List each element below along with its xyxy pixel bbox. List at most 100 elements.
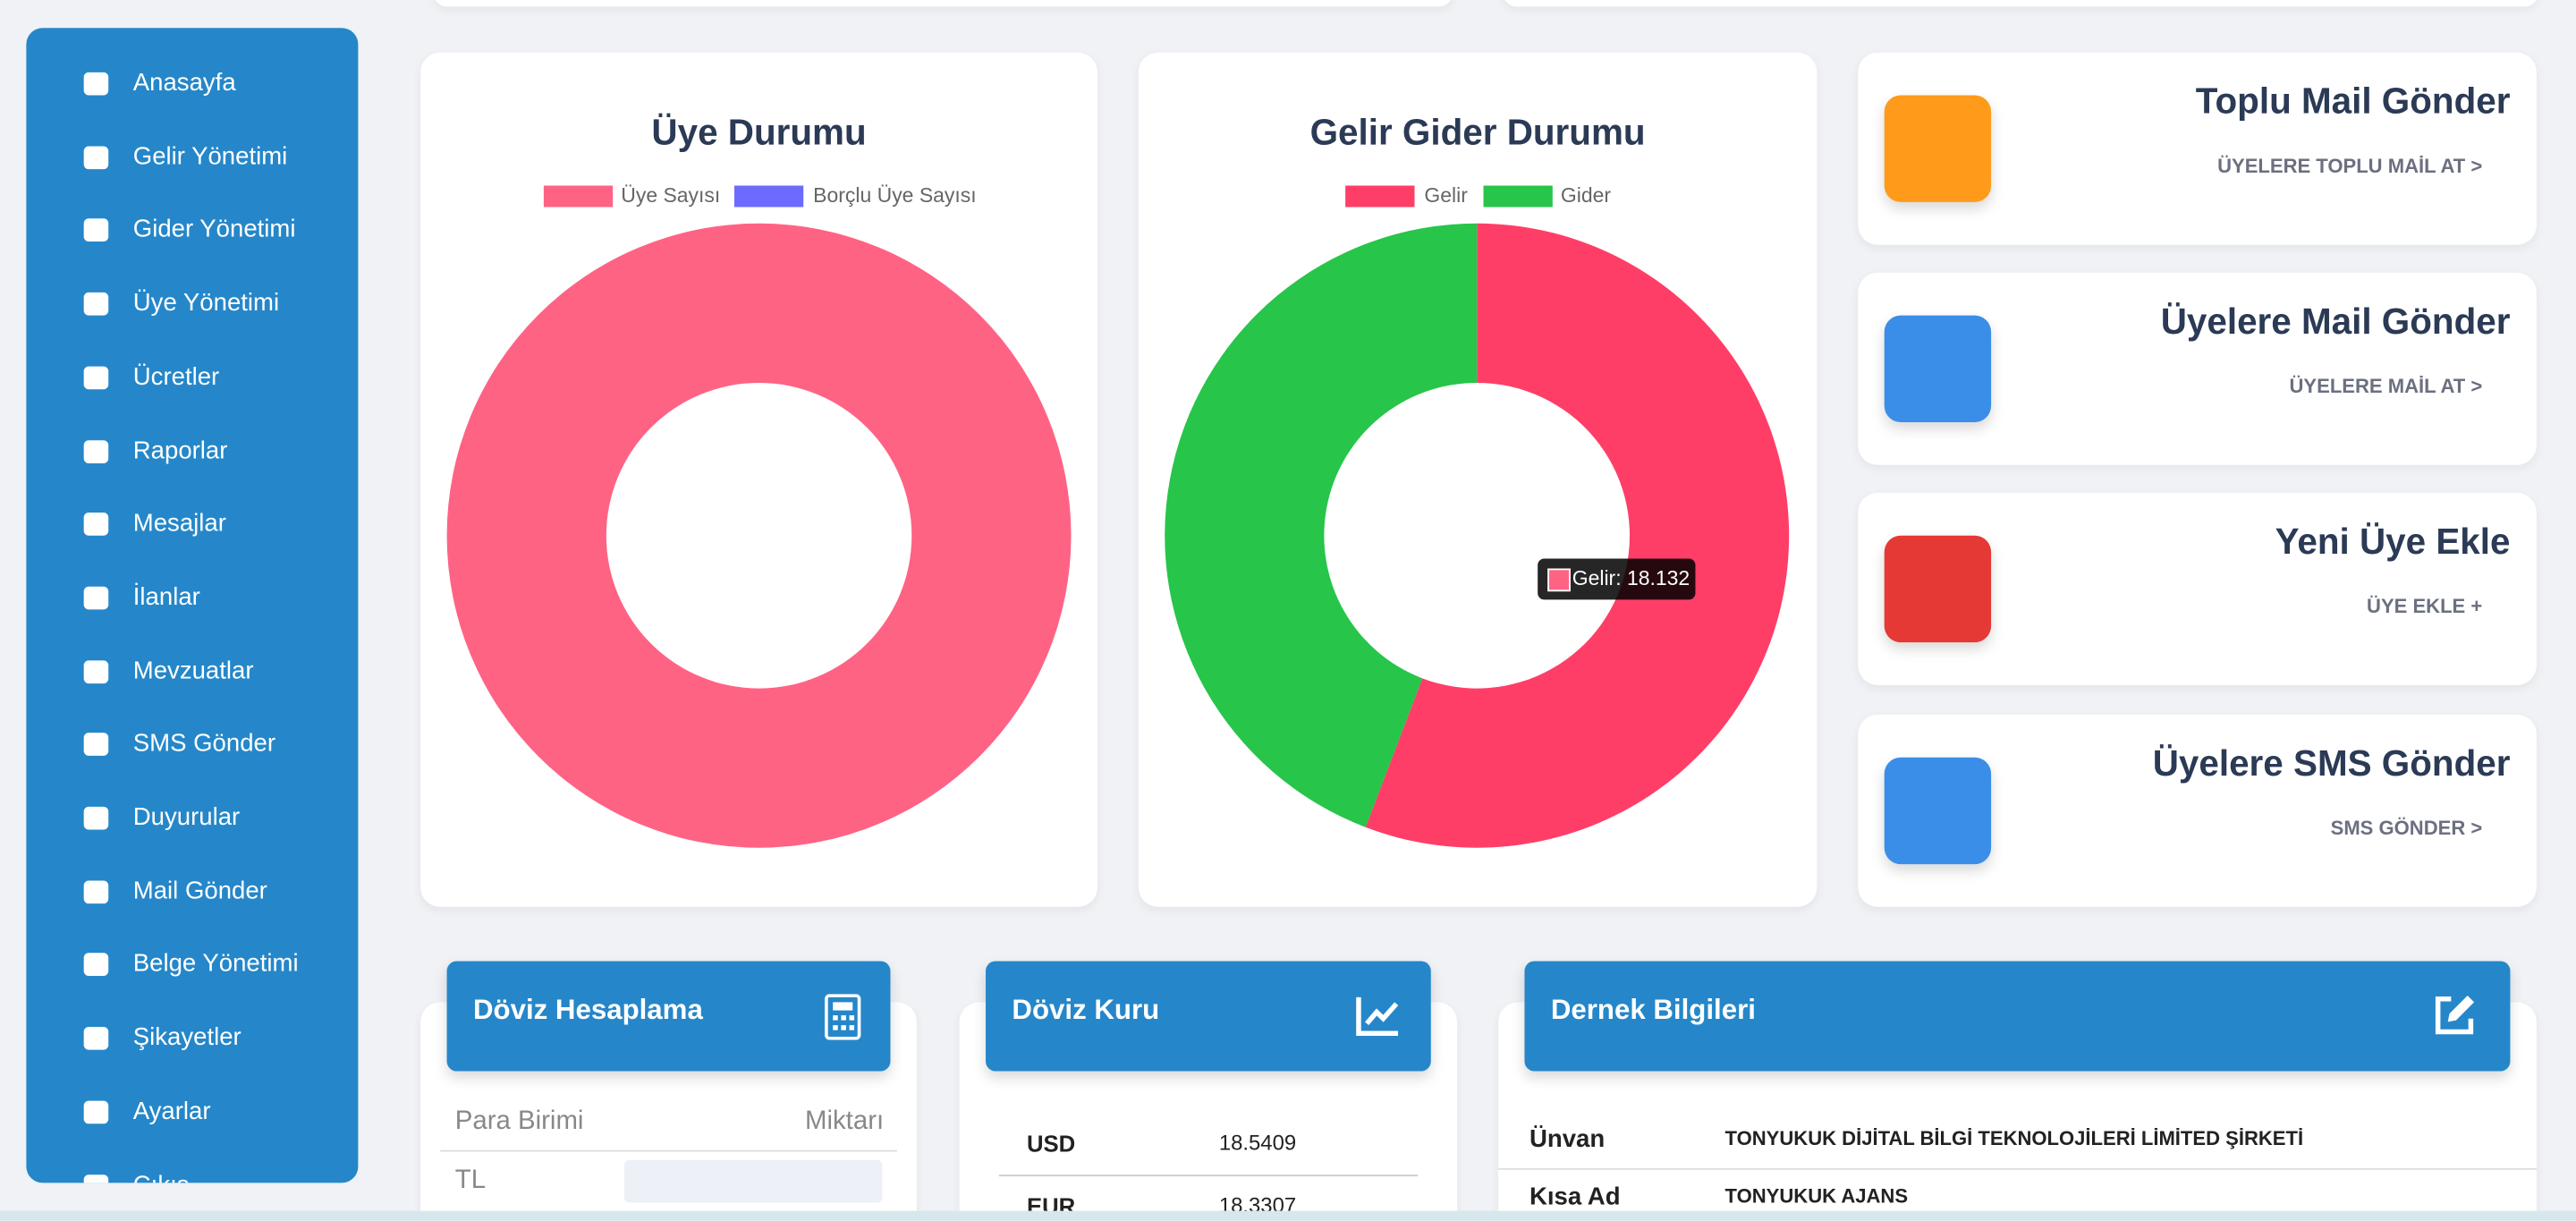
action-title: Toplu Mail Gönder <box>2195 80 2511 122</box>
nav-label: Duyurular <box>132 803 241 832</box>
nav-label: Raporlar <box>132 436 228 464</box>
action-link[interactable]: ÜYELERE TOPLU MAİL AT > <box>2217 154 2483 178</box>
nav-item[interactable]: Mesajlar <box>26 500 358 549</box>
td: USD <box>1026 1130 1076 1157</box>
nav-item[interactable]: Ayarlar <box>26 1088 358 1137</box>
nav-item[interactable]: Anasayfa <box>26 59 358 108</box>
legend-label: Gider <box>1560 183 1612 208</box>
nav-icon <box>83 659 109 683</box>
action-link[interactable]: ÜYELERE MAİL AT > <box>2289 374 2483 398</box>
legend-swatch <box>543 185 614 208</box>
card-header: Döviz Hesaplama <box>446 961 891 1072</box>
slice <box>1165 223 1478 827</box>
chart-title: Gelir Gider Durumu <box>1309 111 1646 153</box>
chart-card: Gelir Gider Durumu Gelir Gider Gelir: 18… <box>1138 52 1818 907</box>
th: Miktarı <box>804 1107 885 1136</box>
nav-label: Anasayfa <box>132 69 236 98</box>
tooltip-text: Gelir: 18.132 <box>1572 566 1690 590</box>
td: TONYUKUK AJANS <box>1724 1184 1909 1208</box>
nav-label: Mail Gönder <box>132 877 267 905</box>
legend-swatch <box>1345 185 1415 208</box>
nav-item[interactable]: Mail Gönder <box>26 867 358 916</box>
td: 18.5409 <box>1218 1130 1297 1156</box>
nav-icon <box>83 879 109 903</box>
nav-item[interactable]: SMS Gönder <box>26 720 358 769</box>
nav-label: SMS Gönder <box>132 730 276 759</box>
nav-label: Ücretler <box>132 362 220 391</box>
icon <box>825 994 861 1040</box>
nav-icon <box>83 439 109 463</box>
action-card: Toplu Mail Gönder ÜYELERE TOPLU MAİL AT > <box>1858 52 2537 245</box>
nav-item[interactable]: Şikayetler <box>26 1013 358 1063</box>
nav-item[interactable]: Raporlar <box>26 427 358 476</box>
td: Ünvan <box>1529 1125 1606 1154</box>
action-title: Üyelere Mail Gönder <box>2160 301 2511 343</box>
legend-label: Üye Sayısı <box>621 183 721 208</box>
icon <box>1356 996 1399 1037</box>
header-title: Dernek Bilgileri <box>1550 994 1756 1026</box>
nav-icon <box>83 145 109 169</box>
action-card: Yeni Üye Ekle ÜYE EKLE + <box>1858 493 2537 685</box>
td: TONYUKUK DİJİTAL BİLGİ TEKNOLOJİLERİ LİM… <box>1724 1126 2304 1150</box>
donut <box>446 223 1072 848</box>
divider <box>440 1149 897 1152</box>
td: TL <box>454 1166 487 1195</box>
header-title: Döviz Hesaplama <box>472 994 703 1026</box>
divider <box>998 1174 1419 1177</box>
nav-icon <box>83 513 109 537</box>
legend-label: Gelir <box>1424 183 1468 208</box>
legend-swatch <box>1483 185 1553 208</box>
action-link[interactable]: ÜYE EKLE + <box>2367 594 2483 618</box>
nav-label: Üye Yönetimi <box>132 289 280 318</box>
action-icon <box>1884 535 1992 643</box>
nav-item[interactable]: İlanlar <box>26 573 358 623</box>
nav-label: Mevzuatlar <box>132 656 254 685</box>
action-link[interactable]: SMS GÖNDER > <box>2330 816 2483 840</box>
header-title: Döviz Kuru <box>1012 994 1160 1026</box>
td: Kısa Ad <box>1529 1183 1621 1211</box>
nav-icon <box>83 954 109 977</box>
nav-label: Şikayetler <box>132 1023 242 1052</box>
top-card <box>1503 0 2538 7</box>
donut <box>1165 223 1790 848</box>
nav-icon <box>83 733 109 757</box>
action-icon <box>1884 757 1992 865</box>
chart-card: Üye Durumu Üye Sayısı Borçlu Üye Sayısı <box>420 52 1097 907</box>
action-card: Üyelere SMS Gönder SMS GÖNDER > <box>1858 714 2537 907</box>
nav-label: İlanlar <box>132 582 200 612</box>
action-card: Üyelere Mail Gönder ÜYELERE MAİL AT > <box>1858 272 2537 465</box>
input[interactable] <box>623 1159 883 1203</box>
chart-title: Üye Durumu <box>651 111 867 153</box>
nav-icon <box>83 1027 109 1050</box>
action-title: Yeni Üye Ekle <box>2275 521 2511 563</box>
nav-label: Belge Yönetimi <box>132 950 299 979</box>
action-icon <box>1884 315 1992 423</box>
nav-item[interactable]: Mevzuatlar <box>26 647 358 696</box>
nav-icon <box>83 72 109 96</box>
sidebar: Anasayfa Gelir Yönetimi Gider Yönetimi Üye … <box>26 28 359 1183</box>
nav-item[interactable]: Çıkış <box>26 1161 358 1183</box>
nav-item[interactable]: Duyurular <box>26 793 358 843</box>
nav-icon <box>83 293 109 316</box>
nav-label: Gelir Yönetimi <box>132 142 288 171</box>
nav-label: Gider Yönetimi <box>132 216 296 244</box>
nav-item[interactable]: Gider Yönetimi <box>26 206 358 255</box>
action-icon <box>1884 95 1992 202</box>
slice <box>446 223 1072 848</box>
nav-item[interactable]: Belge Yönetimi <box>26 940 358 989</box>
nav-label: Çıkış <box>133 1171 190 1183</box>
nav-icon <box>83 806 109 830</box>
top-card <box>433 0 1453 7</box>
nav-item[interactable]: Gelir Yönetimi <box>26 132 358 182</box>
action-title: Üyelere SMS Gönder <box>2152 742 2511 784</box>
nav-icon <box>83 366 109 389</box>
scrollbar[interactable] <box>0 1210 2576 1221</box>
nav-item[interactable]: Üye Yönetimi <box>26 279 358 328</box>
th: Para Birimi <box>454 1107 584 1136</box>
tooltip-swatch <box>1547 568 1571 592</box>
nav-icon <box>83 586 109 610</box>
tooltip: Gelir: 18.132 <box>1538 558 1696 600</box>
nav-item[interactable]: Ücretler <box>26 353 358 403</box>
